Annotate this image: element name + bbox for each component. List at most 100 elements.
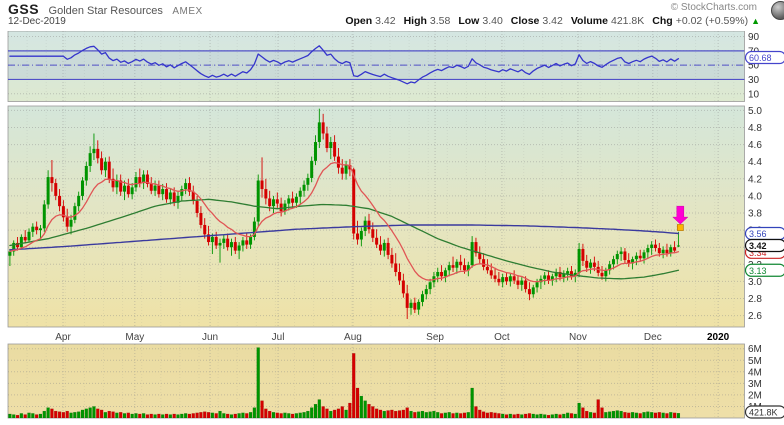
x-axis-month-label: Apr <box>55 332 71 343</box>
volume-bar <box>92 406 96 419</box>
quote-label: Open <box>345 15 373 27</box>
volume-bar <box>657 412 661 419</box>
candle-body <box>138 177 142 184</box>
volume-bar <box>161 414 165 419</box>
volume-bar <box>187 413 192 419</box>
volume-bar <box>577 402 581 419</box>
candle-body <box>287 198 291 204</box>
volume-bar <box>283 412 287 419</box>
volume-bar <box>378 409 383 419</box>
volume-bar <box>287 413 291 419</box>
volume-bar <box>455 412 459 419</box>
volume-bar <box>218 410 222 419</box>
volume-bar <box>256 347 260 419</box>
volume-bar <box>23 414 27 419</box>
volume-bar <box>623 412 627 419</box>
volume-bar <box>581 407 585 419</box>
candle-body <box>508 276 512 282</box>
candle-body <box>634 255 638 260</box>
volume-bar <box>543 414 547 419</box>
volume-bar <box>646 411 650 419</box>
volume-bar <box>600 407 604 419</box>
price-axis-label: 4.2 <box>748 174 762 185</box>
ohlc-quote-line: Open 3.42 High 3.58 Low 3.40 Close 3.42 Volume 42… <box>337 15 760 27</box>
chart-header: GSS Golden Star Resources AMEX © StockCh… <box>0 0 784 31</box>
volume-bar <box>443 412 448 419</box>
volume-bar <box>531 413 535 419</box>
volume-bar <box>325 408 329 419</box>
volume-bar <box>669 412 673 419</box>
candle-body <box>631 259 635 264</box>
volume-bar <box>523 413 528 419</box>
candle-body <box>348 165 352 170</box>
price-axis-label: 4.0 <box>748 191 762 202</box>
candle-body <box>615 254 619 260</box>
candle-body <box>344 165 348 174</box>
candle-body <box>42 204 46 229</box>
volume-bar <box>405 407 409 419</box>
price-value-box-text: 3.34 <box>749 248 767 258</box>
volume-bar <box>413 412 417 419</box>
volume-bar <box>210 412 215 419</box>
candle-body <box>46 177 50 205</box>
candle-body <box>123 185 127 192</box>
candle-body <box>336 156 340 168</box>
candle-body <box>394 263 398 272</box>
candle-body <box>226 238 230 248</box>
volume-bar <box>203 411 207 419</box>
candle-body <box>455 261 459 268</box>
volume-axis-label: 5M <box>748 356 762 367</box>
candle-body <box>669 247 673 254</box>
candle-body <box>676 245 680 247</box>
candle-body <box>386 242 390 255</box>
candle-body <box>550 276 554 281</box>
candle-body <box>409 302 413 308</box>
candle-body <box>218 242 222 246</box>
candle-body <box>482 259 486 267</box>
price-value-box-text: 3.42 <box>749 241 767 251</box>
x-axis-month-label: Dec <box>644 332 662 343</box>
volume-bar <box>12 414 16 419</box>
volume-bar <box>80 409 85 419</box>
volume-bar <box>497 413 501 419</box>
volume-bar <box>126 412 130 419</box>
volume-bar <box>634 412 639 419</box>
candle-body <box>424 289 428 295</box>
volume-bar <box>432 410 436 419</box>
volume-bar <box>96 408 100 419</box>
volume-bar <box>424 412 428 419</box>
pink-down-arrow-annotation <box>672 205 689 225</box>
candle-body <box>207 234 211 243</box>
volume-bar <box>138 413 142 419</box>
volume-bar <box>474 406 478 419</box>
volume-bar <box>596 399 600 419</box>
price-axis-label: 4.4 <box>748 157 762 168</box>
volume-bar <box>489 412 493 419</box>
candle-body <box>58 195 62 207</box>
candle-body <box>470 242 474 266</box>
candle-body <box>291 198 295 203</box>
volume-bar <box>134 413 138 419</box>
volume-bar <box>271 412 276 419</box>
candle-body <box>88 153 92 166</box>
candle-body <box>325 133 329 149</box>
candle-body <box>271 199 275 207</box>
volume-bar <box>451 413 455 419</box>
volume-bar <box>294 413 299 419</box>
candle-body <box>187 183 191 192</box>
candle-body <box>489 270 493 276</box>
volume-bar <box>99 409 104 419</box>
volume-bar <box>585 410 589 419</box>
candle-body <box>111 178 115 188</box>
volume-bar <box>237 413 241 419</box>
globe-icon[interactable] <box>771 1 784 20</box>
volume-bar <box>676 412 681 419</box>
orange-square-marker <box>676 224 684 231</box>
candle-body <box>191 191 195 202</box>
candle-body <box>642 252 646 259</box>
candle-body <box>401 280 405 294</box>
volume-bar <box>481 411 486 419</box>
candle-body <box>462 265 466 271</box>
volume-bar <box>157 413 161 419</box>
